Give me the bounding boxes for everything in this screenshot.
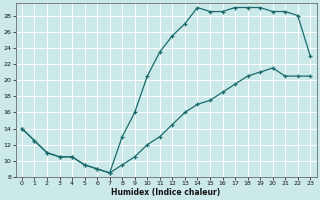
X-axis label: Humidex (Indice chaleur): Humidex (Indice chaleur) — [111, 188, 221, 197]
